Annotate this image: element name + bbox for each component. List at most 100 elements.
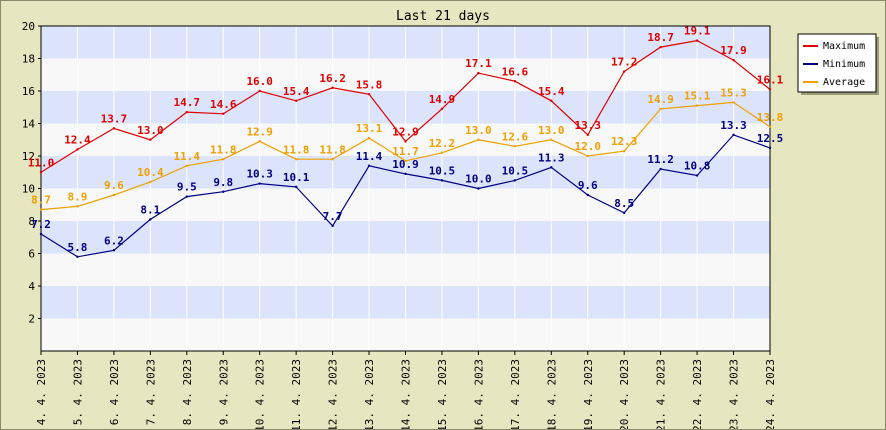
data-point-maximum <box>659 45 662 49</box>
data-label-minimum: 6.2 <box>104 234 124 247</box>
y-tick-label: 4 <box>28 280 35 293</box>
data-point-maximum <box>185 110 188 114</box>
data-point-minimum <box>112 249 116 252</box>
data-point-minimum <box>258 182 261 185</box>
data-label-minimum: 10.5 <box>502 164 529 177</box>
data-label-maximum: 16.6 <box>502 65 529 78</box>
data-point-average <box>440 151 444 154</box>
y-tick-label: 16 <box>22 85 35 98</box>
series-lines <box>39 39 772 258</box>
x-tick-label: 8. 4. 2023 <box>181 359 194 425</box>
x-tick-label: 21. 4. 2023 <box>655 359 668 429</box>
data-label-average: 8.7 <box>31 194 51 207</box>
legend-label-minimum: Minimum <box>823 59 865 70</box>
x-tick-label: 4. 4. 2023 <box>35 359 48 425</box>
data-point-minimum <box>331 224 334 228</box>
x-tick-label: 5. 4. 2023 <box>71 359 84 425</box>
x-tick-label: 6. 4. 2023 <box>108 359 121 425</box>
data-point-average <box>659 107 662 111</box>
data-point-maximum <box>149 138 152 141</box>
data-label-average: 13.0 <box>465 124 492 137</box>
data-point-average <box>331 158 334 161</box>
data-point-minimum <box>440 179 444 182</box>
y-tick-label: 6 <box>28 248 35 261</box>
data-point-minimum <box>367 164 371 167</box>
data-label-maximum: 17.2 <box>611 56 638 69</box>
data-label-maximum: 16.1 <box>757 73 784 86</box>
data-label-average: 11.8 <box>319 143 346 156</box>
data-point-maximum <box>294 99 298 102</box>
x-tick-label: 14. 4. 2023 <box>400 359 413 429</box>
data-point-average <box>258 140 261 143</box>
x-tick-label: 7. 4. 2023 <box>144 359 157 425</box>
data-point-maximum <box>76 148 79 151</box>
data-label-maximum: 15.4 <box>283 85 310 98</box>
data-label-maximum: 16.0 <box>246 75 273 88</box>
data-point-average <box>513 145 517 148</box>
data-label-minimum: 5.8 <box>68 241 88 254</box>
data-label-maximum: 14.7 <box>174 96 201 109</box>
y-tick-label: 2 <box>28 313 35 326</box>
data-label-maximum: 12.9 <box>392 125 419 138</box>
data-label-minimum: 9.5 <box>177 181 197 194</box>
data-point-maximum <box>112 127 116 130</box>
data-point-average <box>39 208 43 211</box>
data-label-minimum: 11.2 <box>647 153 674 166</box>
data-point-maximum <box>367 93 371 96</box>
data-point-average <box>477 138 480 141</box>
data-label-maximum: 17.9 <box>720 44 747 57</box>
chart-title: Last 21 days <box>396 9 490 24</box>
data-point-maximum <box>258 89 261 93</box>
x-tick-label: 22. 4. 2023 <box>691 359 704 429</box>
legend-label-average: Average <box>823 77 865 88</box>
x-tick-label: 23. 4. 2023 <box>728 359 741 429</box>
data-label-average: 11.4 <box>174 150 201 163</box>
data-label-minimum: 10.5 <box>429 164 456 177</box>
data-label-minimum: 10.0 <box>465 173 492 186</box>
data-label-minimum: 9.6 <box>578 179 598 192</box>
data-label-average: 12.9 <box>246 125 273 138</box>
data-point-minimum <box>659 167 662 171</box>
data-point-maximum <box>623 70 626 73</box>
data-point-average <box>695 104 699 107</box>
data-point-average <box>586 154 589 158</box>
data-label-minimum: 10.9 <box>392 158 419 171</box>
data-point-maximum <box>550 99 553 102</box>
data-label-average: 9.6 <box>104 179 124 192</box>
x-tick-label: 20. 4. 2023 <box>618 359 631 429</box>
data-point-minimum <box>477 187 480 190</box>
x-axis-ticks: 4. 4. 2023 5. 4. 2023 6. 4. 2023 7. 4. 2023… <box>35 351 777 429</box>
data-point-minimum <box>39 232 43 236</box>
data-label-average: 10.4 <box>137 166 164 179</box>
data-point-minimum <box>550 166 553 169</box>
data-label-minimum: 7.2 <box>31 218 51 231</box>
data-point-maximum <box>695 39 699 42</box>
y-tick-label: 20 <box>22 20 35 33</box>
data-point-maximum <box>586 133 589 137</box>
data-label-average: 15.1 <box>684 90 711 103</box>
y-tick-label: 14 <box>22 118 36 131</box>
data-label-average: 8.9 <box>68 190 88 203</box>
x-tick-label: 11. 4. 2023 <box>290 359 303 429</box>
data-label-maximum: 13.3 <box>575 119 602 132</box>
plot-grid <box>40 26 771 351</box>
data-point-minimum <box>294 185 298 189</box>
data-label-maximum: 13.7 <box>101 112 128 125</box>
data-point-maximum <box>768 88 772 91</box>
data-label-maximum: 14.6 <box>210 98 237 111</box>
data-point-average <box>222 158 225 161</box>
legend: Maximum Minimum Average <box>797 33 879 95</box>
data-point-minimum <box>623 211 626 215</box>
data-label-average: 14.9 <box>647 93 674 106</box>
data-label-average: 12.2 <box>429 137 456 150</box>
y-tick-label: 8 <box>28 215 35 228</box>
y-tick-label: 18 <box>22 53 35 66</box>
data-point-average <box>294 158 298 161</box>
data-label-average: 12.6 <box>502 130 529 143</box>
data-label-average: 12.3 <box>611 135 638 148</box>
y-axis-ticks: 2 4 6 8 10 12 14 16 18 20 <box>22 20 41 326</box>
data-point-minimum <box>149 218 152 221</box>
data-point-average <box>112 193 116 197</box>
